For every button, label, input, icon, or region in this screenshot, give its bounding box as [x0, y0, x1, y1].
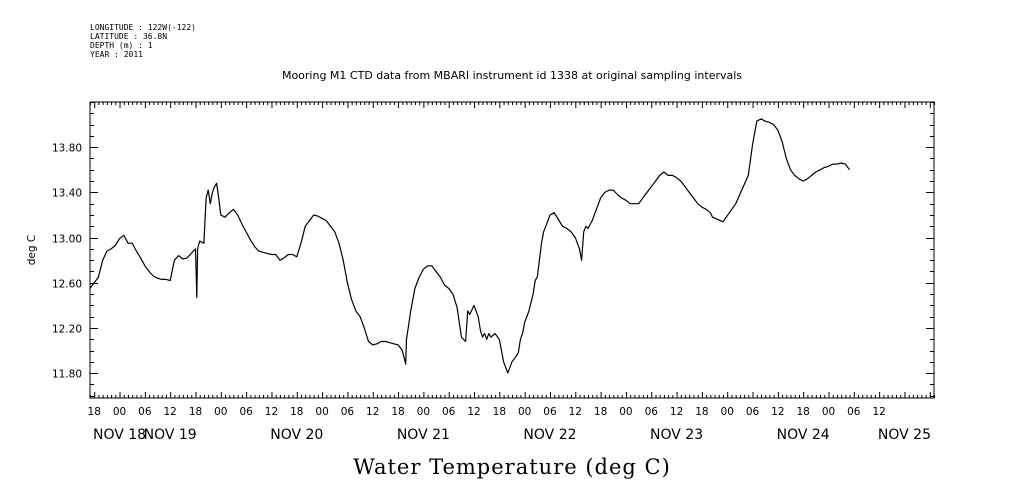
series-line — [89, 118, 851, 374]
x-hour-label: 00 — [822, 406, 835, 418]
metadata-line: LATITUDE : 36.8N — [90, 32, 167, 41]
y-axis-label: deg C — [26, 235, 38, 265]
x-hour-label: 00 — [619, 406, 632, 418]
x-axis: 18 00 06 12 18 00 06 12 18 00 06 12 18 00 06 12 18 00 06 12… — [88, 406, 931, 443]
x-hour-label: 12 — [467, 406, 480, 418]
x-hour-label: 12 — [265, 406, 278, 418]
metadata-line: LONGITUDE : 122W(-122) — [90, 23, 196, 32]
x-hour-label: 00 — [518, 406, 531, 418]
x-hour-label: 06 — [543, 406, 557, 418]
x-day-label: NOV 24 — [777, 427, 830, 443]
x-hour-label: 06 — [138, 406, 152, 418]
x-day-label: NOV 20 — [270, 427, 323, 443]
x-hour-label: 18 — [796, 406, 809, 418]
y-tick-label: 13.80 — [52, 143, 82, 155]
x-hour-label: 06 — [442, 406, 456, 418]
x-day-label: NOV 19 — [144, 427, 197, 443]
x-day-label: NOV 21 — [397, 427, 450, 443]
y-axis: 11.80 12.20 12.60 13.00 13.40 13.80 — [52, 143, 934, 381]
x-hour-label: 18 — [391, 406, 404, 418]
x-day-label: NOV 22 — [523, 427, 576, 443]
y-tick-label: 12.60 — [52, 279, 82, 291]
x-hour-label: 00 — [113, 406, 126, 418]
metadata-block: LONGITUDE : 122W(-122) LATITUDE : 36.8N … — [90, 23, 196, 59]
chart-title: Mooring M1 CTD data from MBARI instrumen… — [282, 69, 742, 82]
x-day-label: NOV 23 — [650, 427, 703, 443]
x-hour-label: 12 — [670, 406, 683, 418]
y-tick-label: 11.80 — [52, 369, 82, 381]
x-hour-label: 18 — [88, 406, 101, 418]
x-axis-label: Water Temperature (deg C) — [353, 455, 671, 479]
x-hour-label: 12 — [163, 406, 176, 418]
plot-frame — [89, 101, 935, 399]
x-hour-label: 18 — [189, 406, 202, 418]
metadata-line: DEPTH (m) : 1 — [90, 41, 153, 50]
x-hour-label: 06 — [847, 406, 861, 418]
y-tick-label: 13.40 — [52, 188, 82, 200]
x-hour-label: 12 — [366, 406, 379, 418]
y-tick-label: 13.00 — [52, 234, 82, 246]
x-hour-label: 12 — [872, 406, 885, 418]
y-tick-label: 12.20 — [52, 324, 82, 336]
x-hour-label: 00 — [214, 406, 227, 418]
x-day-label: NOV 18 — [93, 427, 146, 443]
metadata-line: YEAR : 2011 — [90, 50, 143, 59]
x-hour-label: 18 — [290, 406, 303, 418]
x-hour-label: 18 — [594, 406, 607, 418]
x-hour-label: 18 — [695, 406, 708, 418]
x-day-label: NOV 25 — [878, 427, 931, 443]
x-hour-label: 00 — [315, 406, 328, 418]
x-hour-label: 12 — [569, 406, 582, 418]
x-hour-label: 12 — [771, 406, 784, 418]
x-hour-label: 06 — [239, 406, 253, 418]
x-hour-label: 06 — [341, 406, 355, 418]
x-hour-label: 06 — [746, 406, 760, 418]
x-hour-label: 06 — [645, 406, 659, 418]
x-hour-label: 00 — [721, 406, 734, 418]
minor-ticks — [90, 102, 935, 398]
x-hour-label: 18 — [493, 406, 506, 418]
x-hour-label: 00 — [417, 406, 430, 418]
